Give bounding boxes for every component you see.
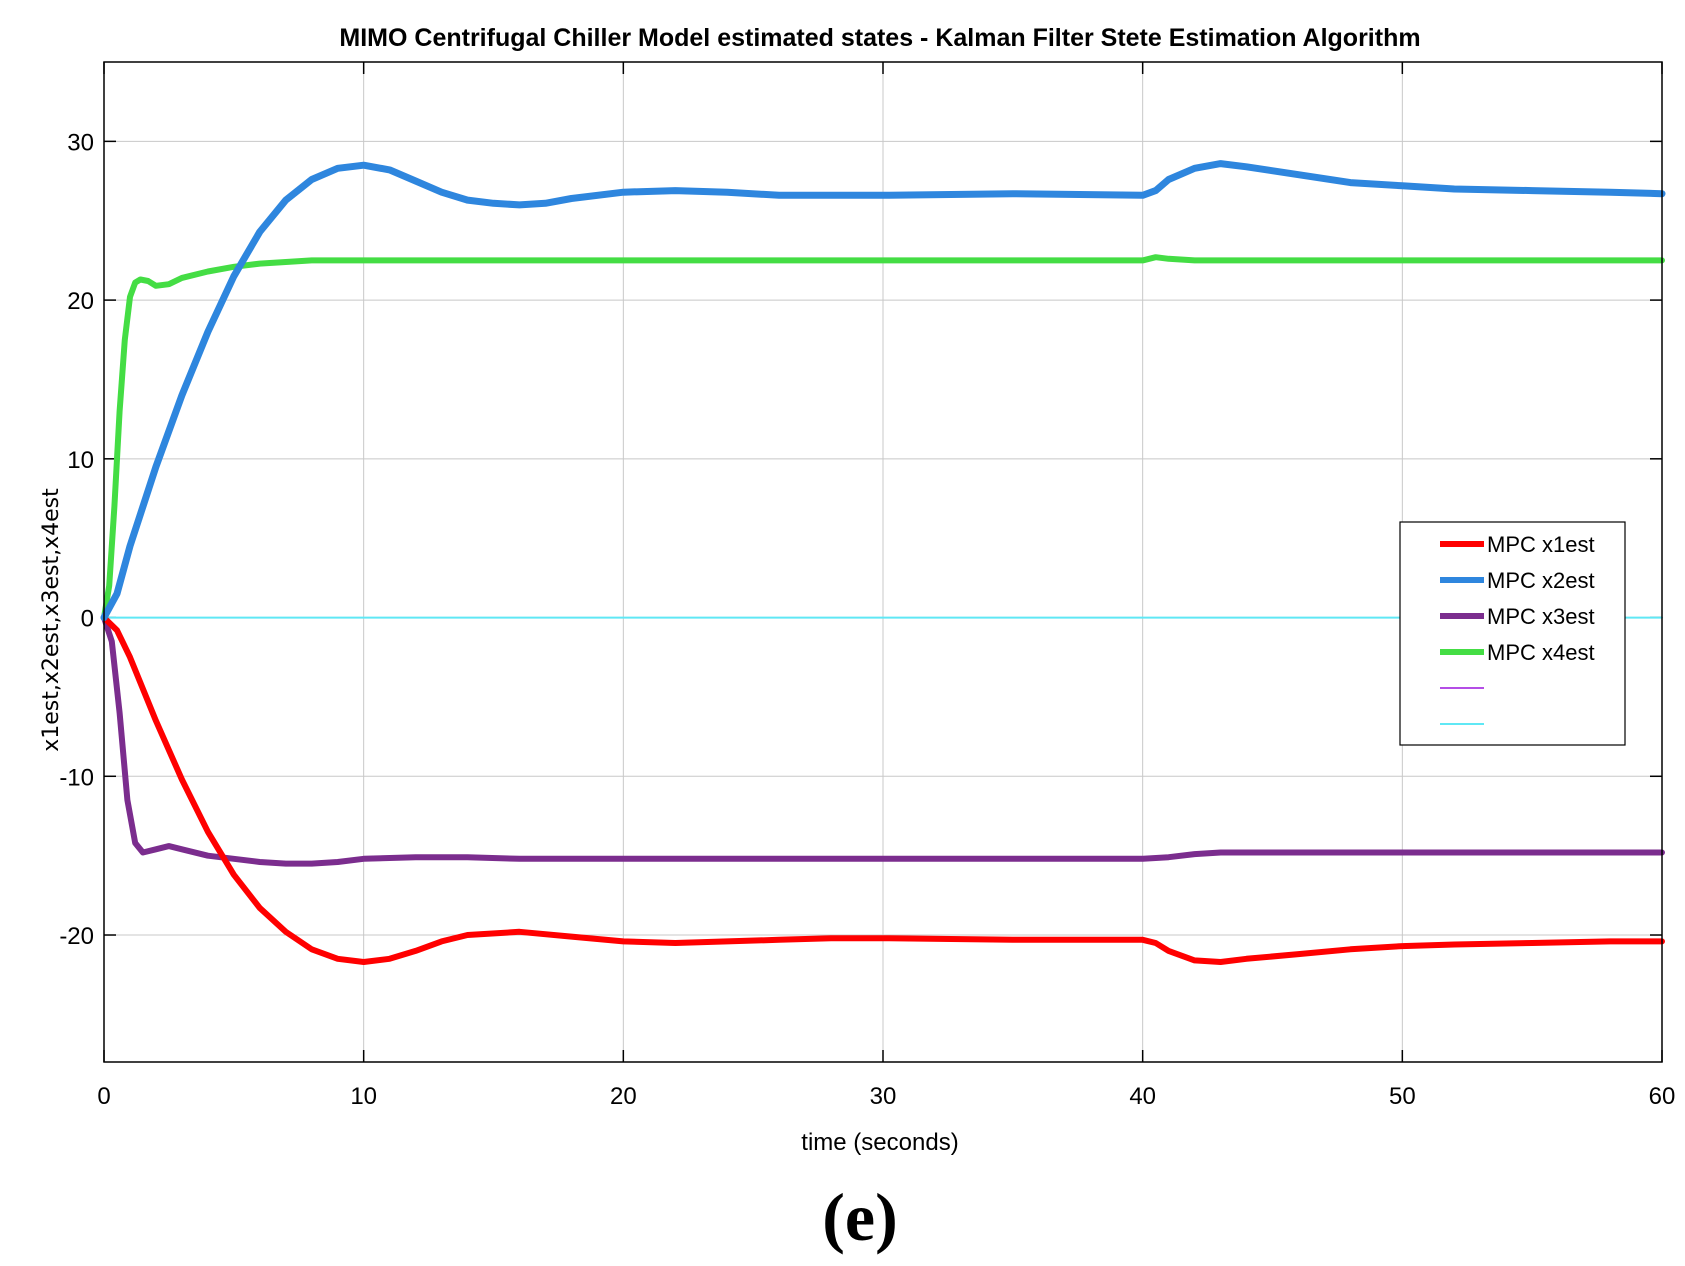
y-axis-label: x1est,x2est,x3est,x4est xyxy=(39,488,64,752)
series-line-1 xyxy=(101,614,1665,965)
x-tick-label: 0 xyxy=(97,1083,110,1110)
y-tick-label: 30 xyxy=(67,129,94,156)
chart-title: MIMO Centrifugal Chiller Model estimated… xyxy=(339,24,1420,52)
legend-label: MPC x4est xyxy=(1487,640,1595,665)
x-tick-label: 10 xyxy=(350,1083,377,1110)
x-axis-label: time (seconds) xyxy=(801,1129,958,1156)
series-line-3 xyxy=(101,614,1665,867)
legend-label: MPC x3est xyxy=(1487,604,1595,629)
y-tick-labels: -20 -10 0 10 20 30 xyxy=(59,129,94,950)
y-tick-label: -20 xyxy=(59,923,94,950)
x-tick-label: 60 xyxy=(1649,1083,1676,1110)
series-line-2 xyxy=(100,160,1666,622)
x-tick-label: 40 xyxy=(1129,1083,1156,1110)
figure-caption: (e) xyxy=(822,1179,897,1255)
y-tick-label: 10 xyxy=(67,447,94,474)
legend-box xyxy=(1399,521,1626,746)
legend-label: MPC x2est xyxy=(1487,568,1595,593)
plot-frame xyxy=(103,61,1663,1063)
y-tick-label: 20 xyxy=(67,288,94,315)
legend-label: MPC x1est xyxy=(1487,532,1595,557)
x-tick-labels: 0 10 20 30 40 50 60 xyxy=(97,1083,1675,1110)
y-tick-label: -10 xyxy=(59,764,94,791)
x-tick-label: 50 xyxy=(1389,1083,1416,1110)
x-tick-label: 30 xyxy=(870,1083,897,1110)
x-tick-label: 20 xyxy=(610,1083,637,1110)
legend: MPC x1est MPC x2est MPC x3est MPC x4est xyxy=(1399,521,1626,746)
series-line-4 xyxy=(101,254,1665,621)
y-tick-label: 0 xyxy=(81,606,94,633)
